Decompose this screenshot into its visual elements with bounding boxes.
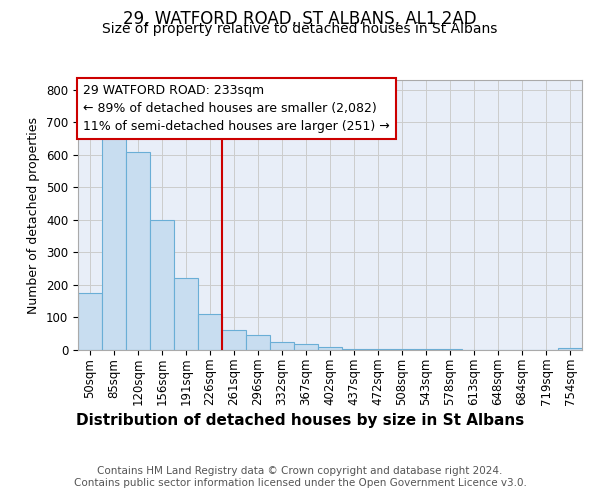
Bar	[558, 348, 582, 350]
Bar	[246, 334, 270, 350]
Text: 29 WATFORD ROAD: 233sqm
← 89% of detached houses are smaller (2,082)
11% of semi: 29 WATFORD ROAD: 233sqm ← 89% of detache…	[83, 84, 390, 133]
Bar	[126, 152, 150, 350]
Bar	[318, 346, 342, 350]
Bar	[198, 314, 222, 350]
Bar	[270, 342, 294, 350]
Y-axis label: Number of detached properties: Number of detached properties	[28, 116, 40, 314]
Bar	[150, 220, 174, 350]
Text: Size of property relative to detached houses in St Albans: Size of property relative to detached ho…	[103, 22, 497, 36]
Text: 29, WATFORD ROAD, ST ALBANS, AL1 2AD: 29, WATFORD ROAD, ST ALBANS, AL1 2AD	[123, 10, 477, 28]
Text: Distribution of detached houses by size in St Albans: Distribution of detached houses by size …	[76, 412, 524, 428]
Bar	[222, 330, 246, 350]
Bar	[294, 344, 318, 350]
Bar	[102, 134, 126, 350]
Bar	[78, 293, 102, 350]
Text: Contains HM Land Registry data © Crown copyright and database right 2024.
Contai: Contains HM Land Registry data © Crown c…	[74, 466, 526, 487]
Bar	[174, 278, 198, 350]
